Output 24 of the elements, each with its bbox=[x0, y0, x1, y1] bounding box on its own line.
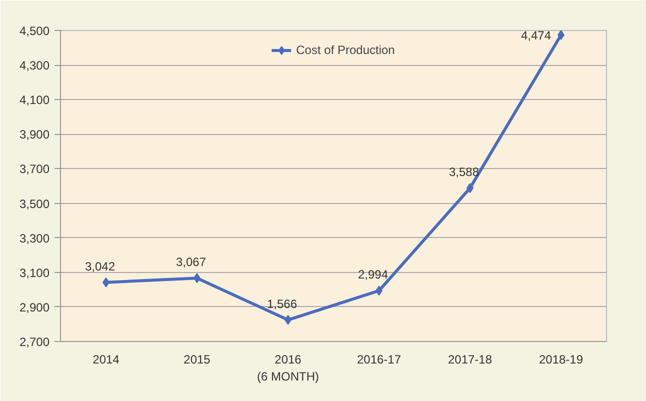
x-tick-label: 2015 bbox=[184, 352, 211, 366]
y-tick-label: 3,100 bbox=[19, 266, 50, 280]
legend-label: Cost of Production bbox=[296, 43, 395, 57]
x-tick-label: 2017-18 bbox=[448, 352, 492, 366]
y-tick-label: 3,900 bbox=[19, 128, 50, 142]
y-tick-label: 2,900 bbox=[19, 300, 50, 314]
data-label: 3,588 bbox=[448, 165, 480, 180]
data-label: 4,474 bbox=[520, 28, 552, 42]
y-tick-label: 4,100 bbox=[19, 93, 50, 108]
point bbox=[558, 30, 564, 40]
x-tick-label: 2014 bbox=[92, 352, 120, 366]
x-tick-label: 2018-19 bbox=[538, 352, 584, 366]
data-label: 3,042 bbox=[84, 259, 116, 274]
x-tick-label: 2016-17 bbox=[356, 352, 402, 366]
y-tick-label: 3,300 bbox=[19, 231, 50, 246]
annotation: 1,566 bbox=[266, 296, 298, 311]
y-tick-label: 4,300 bbox=[19, 58, 50, 73]
data-label: 2,994 bbox=[358, 268, 388, 282]
y-tick-label: 3,500 bbox=[19, 196, 50, 211]
y-tick-label: 4,500 bbox=[19, 24, 50, 38]
y-tick-label: 2,700 bbox=[19, 335, 50, 349]
y-tick-label: 3,700 bbox=[19, 162, 50, 176]
data-label: 3,067 bbox=[176, 255, 206, 270]
x-tick-label: 2016 (6 MONTH) bbox=[257, 352, 320, 384]
